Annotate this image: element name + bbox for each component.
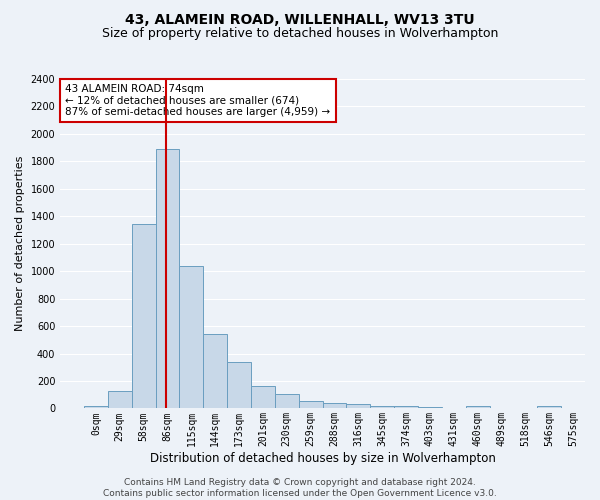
- Bar: [108, 392, 132, 408]
- Bar: [346, 404, 370, 408]
- Bar: [227, 362, 251, 408]
- Bar: [323, 403, 346, 408]
- Bar: [418, 407, 442, 408]
- Bar: [203, 334, 227, 408]
- Bar: [537, 406, 561, 408]
- Y-axis label: Number of detached properties: Number of detached properties: [15, 156, 25, 332]
- Text: Contains HM Land Registry data © Crown copyright and database right 2024.
Contai: Contains HM Land Registry data © Crown c…: [103, 478, 497, 498]
- Bar: [84, 406, 108, 408]
- Bar: [370, 406, 394, 408]
- Text: 43 ALAMEIN ROAD: 74sqm
← 12% of detached houses are smaller (674)
87% of semi-de: 43 ALAMEIN ROAD: 74sqm ← 12% of detached…: [65, 84, 331, 117]
- Bar: [299, 401, 323, 408]
- Text: Size of property relative to detached houses in Wolverhampton: Size of property relative to detached ho…: [102, 28, 498, 40]
- X-axis label: Distribution of detached houses by size in Wolverhampton: Distribution of detached houses by size …: [149, 452, 496, 465]
- Bar: [251, 386, 275, 408]
- Bar: [132, 224, 155, 408]
- Bar: [179, 266, 203, 408]
- Bar: [394, 406, 418, 408]
- Bar: [155, 149, 179, 408]
- Text: 43, ALAMEIN ROAD, WILLENHALL, WV13 3TU: 43, ALAMEIN ROAD, WILLENHALL, WV13 3TU: [125, 12, 475, 26]
- Bar: [275, 394, 299, 408]
- Bar: [466, 406, 490, 408]
